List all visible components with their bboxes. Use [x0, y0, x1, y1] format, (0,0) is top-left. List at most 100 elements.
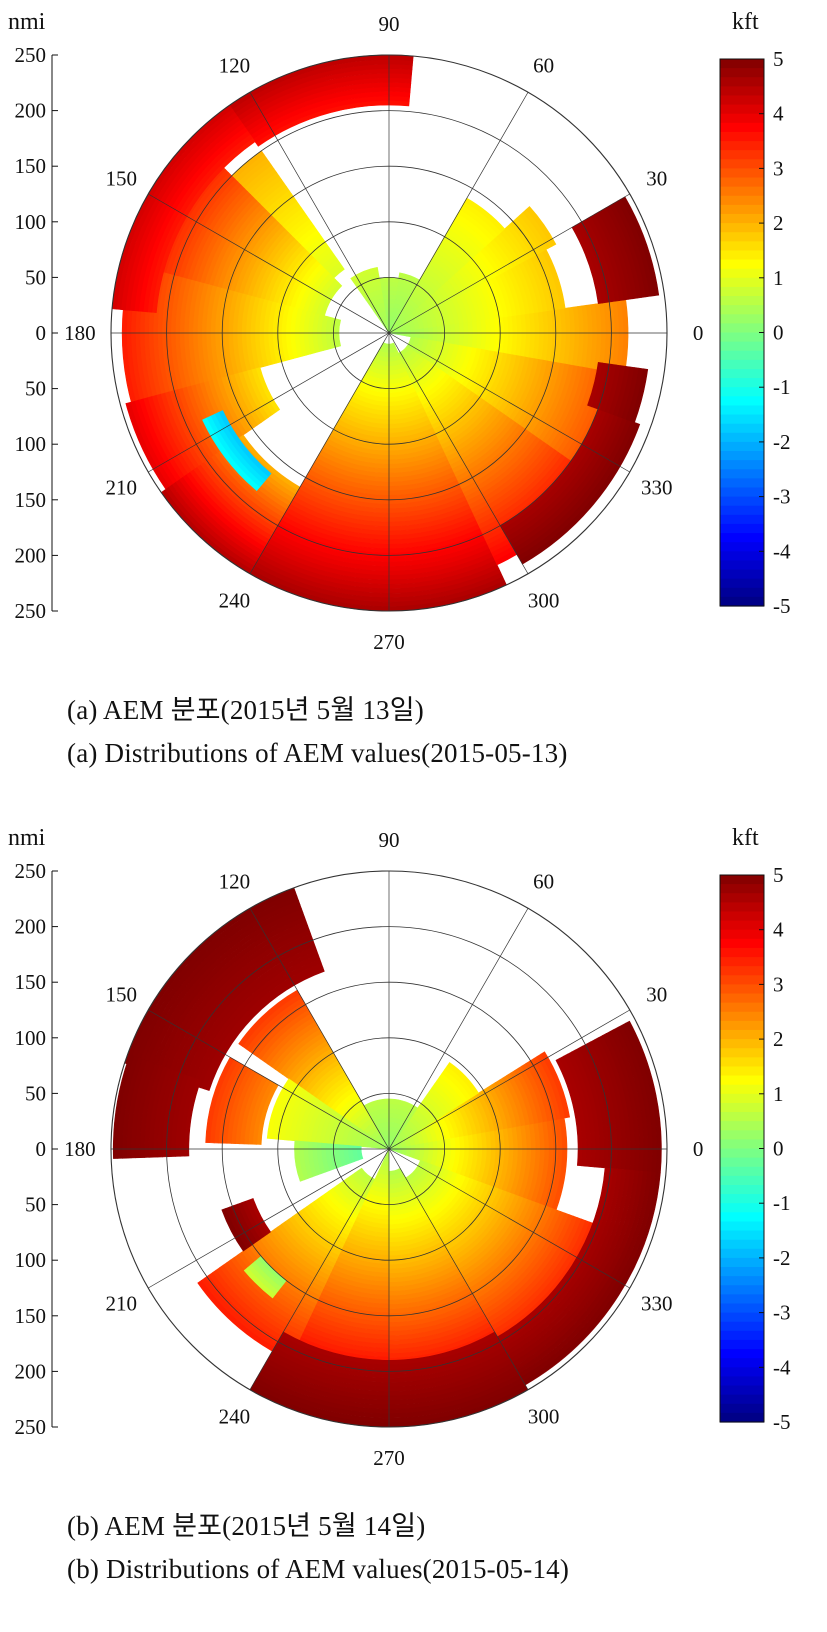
colorbar-tick-label: -5: [773, 594, 791, 618]
radial-tick-label: 250: [15, 43, 47, 67]
azimuth-spoke: [388, 1009, 630, 1150]
colorbar-swatch: [720, 150, 764, 160]
colorbar-swatch: [720, 1002, 764, 1013]
azimuth-spoke: [148, 332, 390, 473]
colorbar-tick-label: -4: [773, 539, 791, 563]
colorbar-swatch: [720, 104, 764, 115]
radial-tick-label: 100: [15, 432, 47, 456]
sector-band: [436, 325, 443, 343]
colorbar-swatch: [720, 496, 764, 507]
colorbar-swatch: [720, 396, 764, 407]
colorbar-tick-label: 2: [773, 211, 784, 235]
colorbar-swatch: [720, 268, 764, 279]
colorbar-swatch: [720, 1029, 764, 1040]
colorbar-tick-label: 0: [773, 321, 784, 345]
azimuth-label: 150: [106, 982, 138, 1006]
colorbar-swatch: [720, 578, 764, 589]
colorbar-swatch: [720, 460, 764, 470]
colorbar-swatch: [720, 131, 764, 142]
azimuth-label: 120: [219, 53, 251, 77]
data-sector: [388, 249, 566, 334]
colorbar-swatch: [720, 1312, 764, 1323]
azimuth-spoke: [148, 1148, 390, 1289]
colorbar-swatch: [720, 993, 764, 1004]
colorbar-swatch: [720, 1376, 764, 1387]
polar-grid: [110, 54, 668, 612]
colorbar-swatch: [720, 1075, 764, 1086]
colorbar-swatch: [720, 122, 764, 133]
sector-band: [540, 1051, 571, 1119]
radial-axis: 250 200 150 100 50 0 50 100 150 200 250: [15, 859, 58, 1439]
colorbar-swatch: [720, 1285, 764, 1295]
colorbar-swatch: [720, 259, 764, 270]
azimuth-spoke: [388, 332, 529, 574]
colorbar-swatch: [720, 1020, 764, 1031]
colorbar-swatch: [720, 1048, 764, 1058]
caption-english-b: (b) Distributions of AEM values(2015-05-…: [67, 1554, 570, 1584]
data-sector: [202, 410, 272, 492]
data-sector: [112, 1054, 202, 1159]
data-sector: [398, 345, 599, 566]
radial-tick-label: 150: [15, 970, 47, 994]
data-sector: [229, 54, 414, 147]
azimuth-label: 330: [641, 476, 673, 500]
colorbar-swatch: [720, 195, 764, 206]
colorbar-swatch: [720, 975, 764, 985]
azimuth-label: 180: [64, 321, 96, 345]
colorbar-swatch: [720, 1057, 764, 1068]
colorbar-swatch: [720, 1303, 764, 1314]
sector-band: [423, 327, 430, 341]
colorbar-swatch: [720, 223, 764, 233]
data-sector: [388, 342, 507, 612]
azimuth-label: 0: [693, 321, 704, 345]
azimuth-spoke: [249, 92, 390, 334]
sector-band: [112, 1054, 135, 1159]
azimuth-spoke: [249, 332, 390, 574]
colorbar-tick-label: -3: [773, 485, 791, 509]
colorbar-swatch: [720, 286, 764, 297]
azimuth-label: 30: [646, 982, 667, 1006]
sector-band: [221, 1208, 248, 1252]
colorbar-swatch: [720, 1093, 764, 1104]
colorbar-swatch: [720, 68, 764, 78]
colorbar-swatch: [720, 1039, 764, 1049]
azimuth-spoke: [388, 92, 529, 334]
colorbar-tick-label: 5: [773, 863, 784, 887]
sector-band: [419, 327, 425, 340]
data-sector: [238, 989, 390, 1150]
sector-band: [398, 272, 420, 285]
colorbar-swatch: [720, 213, 764, 224]
radial-tick-label: 200: [15, 99, 47, 123]
radial-tick-label: 100: [15, 1026, 47, 1050]
colorbar-swatch: [720, 1157, 764, 1168]
sector-band: [625, 1020, 662, 1174]
data-sector: [243, 1255, 287, 1299]
colorbar-swatch: [720, 947, 764, 958]
azimuth-label: 90: [379, 828, 400, 852]
colorbar-swatch: [720, 405, 764, 416]
colorbar-swatch: [720, 920, 764, 931]
colorbar-swatch: [720, 1203, 764, 1213]
colorbar-swatch: [720, 542, 764, 552]
colorbar-swatch: [720, 1212, 764, 1223]
radial-tick-label: 0: [36, 321, 47, 345]
radial-tick-label: 150: [15, 154, 47, 178]
azimuth-label: 270: [373, 630, 405, 654]
colorbar-swatch: [720, 1349, 764, 1359]
radial-tick-label: 200: [15, 543, 47, 567]
colorbar-swatch: [720, 314, 764, 324]
colorbar-swatch: [720, 1139, 764, 1150]
radial-tick-label: 100: [15, 210, 47, 234]
colorbar-swatch: [720, 911, 764, 922]
sector-band: [522, 1172, 661, 1386]
data-sector: [249, 1331, 529, 1428]
colorbar-swatch: [720, 1412, 764, 1423]
colorbar-swatch: [720, 1367, 764, 1378]
radial-tick-label: 50: [25, 1081, 46, 1105]
radial-tick-label: 200: [15, 1359, 47, 1383]
colorbar-swatch: [720, 250, 764, 261]
sector-band: [629, 368, 649, 423]
azimuth-label: 180: [64, 1137, 96, 1161]
colorbar-swatch: [720, 514, 764, 525]
radial-unit-label: nmi: [8, 9, 46, 35]
